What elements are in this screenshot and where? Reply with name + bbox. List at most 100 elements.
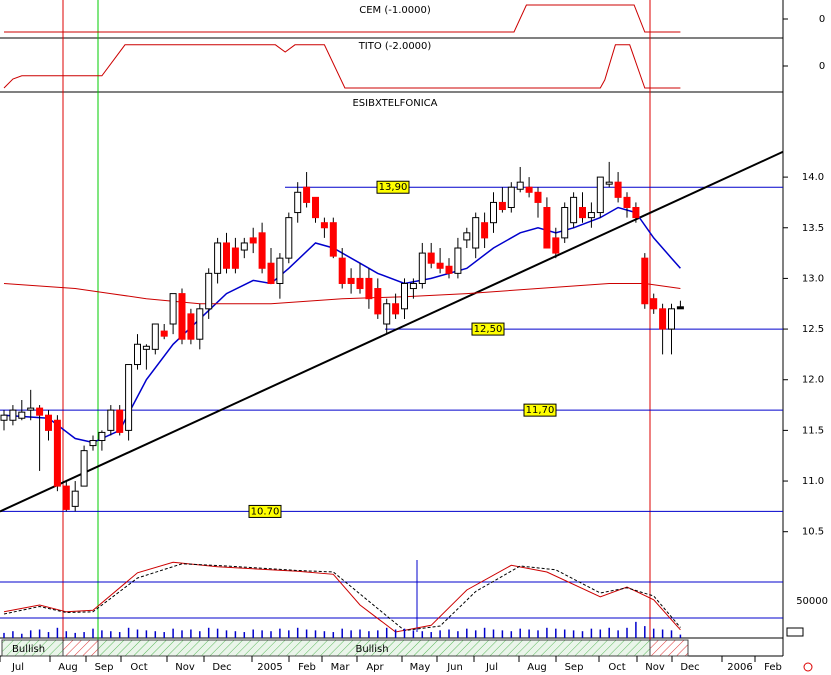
x-tick-label: 2006 <box>727 662 752 673</box>
x-tick-label: Mar <box>331 662 351 673</box>
candle-body <box>312 196 319 219</box>
candle-body <box>516 181 524 190</box>
x-tick-label: Oct <box>608 662 625 673</box>
candle-body <box>365 277 373 300</box>
panel-title: CEM (-1.0000) <box>359 5 431 16</box>
x-tick-label: Sep <box>565 662 584 673</box>
candle-body <box>196 308 204 340</box>
y-tick-label: 13.0 <box>802 273 824 284</box>
level-label: 11,70 <box>526 405 555 416</box>
candle-body <box>641 257 649 305</box>
candle-body <box>178 293 186 340</box>
moving-average <box>3 283 681 305</box>
candle-body <box>71 490 79 507</box>
level-label-box <box>376 180 410 194</box>
oscillator-line <box>3 561 681 633</box>
candle-body <box>258 232 266 269</box>
candle-body <box>552 237 560 254</box>
panel-title: TITO (-2.0000) <box>358 41 432 52</box>
x-tick-label: Aug <box>527 662 547 673</box>
candle-body <box>596 176 604 214</box>
candle-body <box>267 262 275 284</box>
x-tick-label: Sep <box>95 662 114 673</box>
y-tick-label: 0 <box>819 61 825 72</box>
indicator-line <box>4 4 681 33</box>
candle-body <box>481 222 489 239</box>
candle-body <box>80 450 88 487</box>
candle-body <box>570 196 578 224</box>
x-tick-label: Dec <box>212 662 231 673</box>
candle-body <box>285 217 293 259</box>
candle-body <box>231 247 239 269</box>
candle-body <box>579 206 586 219</box>
x-tick-label: Jun <box>446 662 463 673</box>
candle-body <box>383 303 391 325</box>
candle-body <box>632 206 640 219</box>
candle-body <box>436 262 444 269</box>
candle-body <box>418 252 426 284</box>
candle-body <box>18 411 26 419</box>
y-tick-label: 14.0 <box>802 172 824 183</box>
y-tick-label: 12.0 <box>802 375 824 386</box>
candle-body <box>472 217 480 249</box>
candle-body <box>107 409 115 431</box>
candle-body <box>329 222 337 257</box>
level-label: 10.70 <box>251 506 280 517</box>
candle-body <box>507 186 515 208</box>
candle-body <box>294 191 302 214</box>
candle-body <box>116 409 124 433</box>
level-label: 12,50 <box>474 324 503 335</box>
candle-body <box>214 242 222 274</box>
candle-body <box>53 419 61 487</box>
candle-body <box>676 306 684 310</box>
candle-body <box>659 308 667 330</box>
candle-body <box>401 282 408 310</box>
volume-tick-label: 50000 <box>796 596 828 607</box>
candle-body <box>427 252 435 264</box>
trendline <box>0 150 784 513</box>
y-tick-label: 11.0 <box>802 476 824 487</box>
candle-body <box>160 330 168 337</box>
options-icon[interactable] <box>803 662 813 672</box>
candle-body <box>561 206 569 239</box>
x-tick-label: Feb <box>298 662 316 673</box>
candle-body <box>9 409 17 421</box>
candle-body <box>498 201 506 211</box>
signal-label: Bullish <box>12 644 45 655</box>
candle-body <box>445 265 453 274</box>
candle-body <box>374 288 382 315</box>
y-tick-label: 11.5 <box>802 425 824 436</box>
signal-box <box>62 639 99 657</box>
candle-body <box>490 201 497 224</box>
level-label-box <box>248 504 282 518</box>
y-tick-label: 13.5 <box>802 223 824 234</box>
candle-body <box>89 440 97 447</box>
candle-body <box>205 272 213 310</box>
candle-body <box>125 364 133 431</box>
candle-body <box>543 206 551 249</box>
candle-body <box>223 242 230 269</box>
candle-body <box>45 414 52 431</box>
candle-body <box>623 196 631 208</box>
candle-body <box>409 282 417 290</box>
candle-body <box>36 407 44 416</box>
candle-body <box>249 237 257 244</box>
x-tick-label: Apr <box>366 662 384 673</box>
x-tick-label: Feb <box>764 662 782 673</box>
moving-average <box>3 206 681 444</box>
candle-body <box>0 414 8 421</box>
x-tick-label: Jul <box>485 662 498 673</box>
level-label: 13,90 <box>379 182 408 193</box>
chart-title: ESIBXTELFONICA <box>352 98 437 109</box>
x-tick-label: Aug <box>58 662 78 673</box>
x-tick-label: Oct <box>130 662 147 673</box>
x-tick-label: Jul <box>11 662 24 673</box>
candle-body <box>392 303 400 315</box>
candle-body <box>668 308 675 330</box>
candle-body <box>303 186 311 203</box>
scroll-box[interactable] <box>786 627 804 637</box>
candle-body <box>134 343 141 366</box>
level-label-box <box>523 403 557 417</box>
y-tick-label: 0 <box>819 14 825 25</box>
candle-body <box>534 191 542 203</box>
